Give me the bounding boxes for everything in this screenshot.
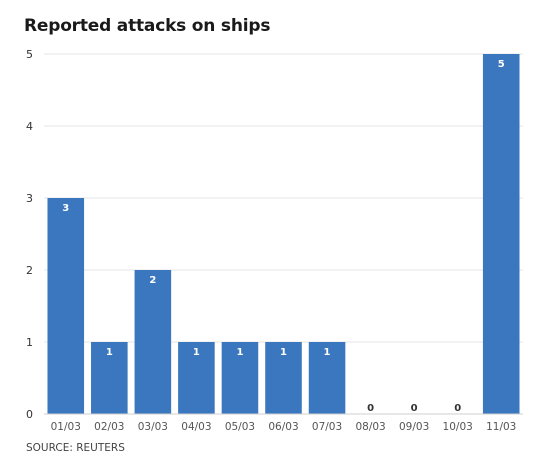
y-tick-label: 0 (26, 408, 33, 421)
x-tick-label: 01/03 (51, 421, 81, 433)
data-label: 0 (411, 403, 418, 414)
bar (265, 342, 302, 414)
source-note: SOURCE: REUTERS (26, 442, 125, 454)
x-tick-label: 02/03 (94, 421, 124, 433)
x-tick-label: 09/03 (399, 421, 429, 433)
bar (221, 342, 259, 414)
x-tick-label: 04/03 (181, 421, 211, 433)
y-tick-label: 5 (26, 48, 33, 61)
x-tick-label: 03/03 (138, 421, 168, 433)
data-label: 3 (62, 203, 69, 214)
data-label: 1 (280, 347, 287, 358)
bar (91, 342, 128, 414)
bar (134, 270, 172, 414)
data-label: 0 (367, 403, 374, 414)
x-tick-label: 10/03 (443, 421, 473, 433)
bar (308, 342, 346, 414)
y-tick-label: 2 (26, 264, 33, 277)
y-tick-label: 1 (26, 336, 33, 349)
data-label: 2 (149, 275, 156, 286)
data-label: 1 (236, 347, 243, 358)
x-tick-label: 05/03 (225, 421, 255, 433)
data-label: 5 (498, 59, 505, 70)
x-tick-label: 07/03 (312, 421, 342, 433)
data-label: 1 (106, 347, 113, 358)
bar (178, 342, 215, 414)
x-tick-label: 06/03 (268, 421, 298, 433)
data-label: 1 (193, 347, 200, 358)
chart-title: Reported attacks on ships (24, 16, 271, 36)
y-tick-label: 3 (26, 192, 33, 205)
data-label: 1 (324, 347, 331, 358)
x-tick-label: 11/03 (486, 421, 516, 433)
bar (482, 54, 520, 414)
data-label: 0 (454, 403, 461, 414)
bar (47, 198, 85, 414)
x-tick-label: 08/03 (355, 421, 385, 433)
y-tick-label: 4 (26, 120, 33, 133)
